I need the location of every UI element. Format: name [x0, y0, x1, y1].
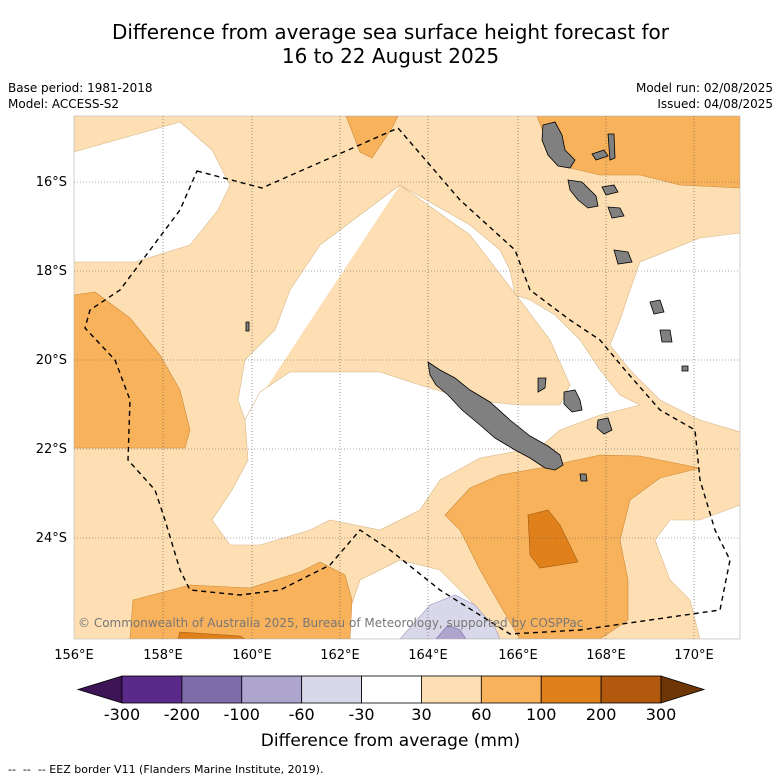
colorbar-tick-label: 200 — [585, 705, 617, 724]
lat-label-24s: 24°S — [36, 531, 67, 546]
lon-label-160e: 160°E — [232, 648, 272, 663]
colorbar-swatch — [361, 675, 422, 704]
colorbar-tick-label: -200 — [163, 705, 201, 724]
loyalty-island-3 — [537, 377, 547, 393]
colorbar-tick-label: -300 — [103, 705, 141, 724]
chart-title: Difference from average sea surface heig… — [0, 20, 781, 68]
colorbar-swatch — [301, 675, 362, 704]
colorbar-title: Difference from average (mm) — [260, 731, 521, 751]
neutral-region-northwest — [74, 116, 231, 263]
vanuatu-efate — [601, 184, 619, 196]
neutral-region-east — [609, 232, 740, 433]
eez-legend-note: -- -- -- EEZ border V11 (Flanders Marine… — [8, 763, 324, 776]
title-line-2: 16 to 22 August 2025 — [281, 44, 500, 68]
loyalty-island-1 — [563, 389, 583, 413]
chesterfield-islet — [245, 321, 250, 332]
lon-label-170e: 170°E — [674, 648, 714, 663]
lon-label-158e: 158°E — [143, 648, 183, 663]
lon-label-164e: 164°E — [408, 648, 448, 663]
vanuatu-malakula — [567, 179, 599, 209]
colorbar-tick-label: -30 — [348, 705, 375, 724]
eez-border — [84, 127, 731, 635]
latitude-labels: 16°S 18°S 20°S 22°S 24°S — [36, 175, 67, 546]
base-period: Base period: 1981-2018 — [8, 81, 153, 95]
lat-label-16s: 16°S — [36, 175, 67, 190]
colorbar-tick-label: -100 — [223, 705, 260, 724]
anomaly-60-100-southeast — [444, 454, 701, 639]
anomaly-60-100-southwest — [129, 561, 353, 639]
anomaly-neg-60-100 — [435, 624, 467, 639]
map-panel — [74, 116, 740, 639]
colorbar-swatch — [540, 675, 602, 704]
colorbar-tick-label: 100 — [525, 705, 557, 724]
vanuatu-aneityum — [659, 329, 673, 343]
colorbar-swatch — [121, 675, 183, 704]
loyalty-island-2 — [596, 417, 613, 435]
meta-right: Model run: 02/08/2025 Issued: 04/08/2025 — [636, 80, 773, 112]
title-line-1: Difference from average sea surface heig… — [111, 20, 670, 44]
graticule — [74, 116, 740, 639]
lat-label-18s: 18°S — [36, 264, 67, 279]
colorbar-swatch — [241, 675, 303, 704]
anomaly-neg-30-60 — [399, 594, 501, 639]
longitude-labels: 156°E 158°E 160°E 162°E 164°E 166°E 168°… — [54, 648, 714, 663]
colorbar-swatch — [480, 675, 542, 704]
vanuatu-espiritu-santo — [541, 121, 576, 169]
colorbar-tick-label: 60 — [471, 705, 492, 724]
model-run: Model run: 02/08/2025 — [635, 81, 773, 95]
copyright-text: © Commonwealth of Australia 2025, Bureau… — [78, 616, 583, 630]
model-name: Model: ACCESS-S2 — [8, 97, 120, 111]
colorbar — [76, 675, 706, 704]
lat-label-20s: 20°S — [36, 353, 67, 368]
lon-label-168e: 168°E — [586, 648, 626, 663]
anomaly-100-200-south — [177, 631, 246, 639]
meta-left: Base period: 1981-2018 Model: ACCESS-S2 — [8, 80, 153, 112]
colorbar-extend-low — [76, 675, 123, 704]
lat-label-22s: 22°S — [36, 442, 67, 457]
new-caledonia-landmass — [427, 361, 564, 471]
map-frame — [73, 115, 741, 640]
anomaly-60-100-west — [74, 291, 191, 449]
lon-label-162e: 162°E — [320, 648, 360, 663]
lon-label-156e: 156°E — [54, 648, 94, 663]
vanuatu-epi — [607, 206, 625, 219]
colorbar-swatch — [181, 675, 243, 704]
vanuatu-ambae — [591, 149, 609, 161]
colorbar-tick-label: 30 — [411, 705, 432, 724]
lon-label-166e: 166°E — [498, 648, 538, 663]
vanuatu-erromango — [613, 249, 633, 265]
colorbar-extend-high — [660, 675, 706, 704]
vanuatu-maewo — [607, 133, 616, 161]
colorbar-tick-label: -60 — [288, 705, 315, 724]
colorbar-swatch — [600, 675, 662, 704]
matthew-island — [681, 365, 689, 372]
issued-date: Issued: 04/08/2025 — [657, 97, 773, 111]
vanuatu-tanna — [649, 299, 665, 315]
anomaly-100-200-southeast — [527, 509, 579, 569]
colorbar-swatch — [421, 675, 482, 704]
isle-of-pines — [579, 473, 588, 482]
colorbar-tick-label: 300 — [645, 705, 677, 724]
